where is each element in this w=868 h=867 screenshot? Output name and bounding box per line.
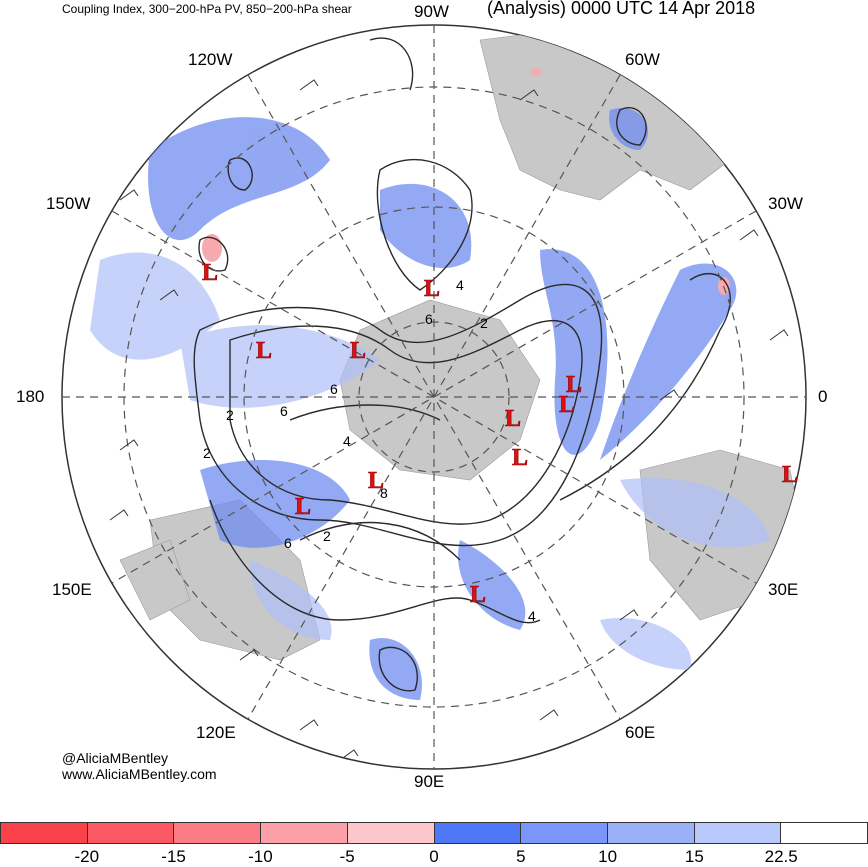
low-marker: L: [782, 462, 798, 488]
contour-label: 2: [323, 528, 331, 544]
lon-label-left: 180: [16, 387, 45, 406]
colorbar-tick-label: -20: [74, 847, 100, 866]
low-marker: L: [368, 468, 384, 494]
lon-label-right: 0: [818, 387, 828, 406]
colorbar-segment: [434, 823, 522, 843]
low-marker: L: [512, 445, 528, 471]
lon-label-top-left: 120W: [188, 50, 233, 69]
colorbar: [0, 822, 868, 844]
low-marker: L: [559, 392, 575, 418]
contour-label: 2: [226, 407, 234, 423]
contour-label: 4: [343, 433, 351, 449]
contour-label: 6: [280, 403, 288, 419]
contour-label: 6: [330, 381, 338, 397]
colorbar-segment: [521, 823, 608, 843]
lon-label-bottom-right: 60E: [625, 723, 656, 742]
lon-label-bottom-left: 120E: [196, 723, 236, 742]
contour-label: 6: [284, 535, 292, 551]
colorbar-segment: [694, 823, 782, 843]
lon-label-lower-left: 150E: [52, 580, 92, 599]
colorbar-tick-label: 10: [598, 847, 618, 866]
contour-label: 8: [380, 485, 388, 501]
low-marker: L: [424, 276, 440, 302]
low-marker: L: [202, 260, 218, 286]
credit-website: www.AliciaMBentley.com: [62, 766, 217, 782]
contour-label-group: 4 6 2 6 6 2 4 2 8 6 2 4: [203, 277, 536, 624]
contour-label: 2: [203, 445, 211, 461]
map-title: Coupling Index, 300−200-hPa PV, 850−200-…: [62, 2, 352, 16]
lon-label-top: 90W: [414, 2, 449, 21]
contour-label: 4: [456, 277, 464, 293]
lon-label-lower-right: 30E: [768, 580, 799, 599]
colorbar-tick-label: -5: [339, 847, 355, 866]
colorbar-segment: [87, 823, 175, 843]
low-marker: L: [256, 338, 272, 364]
colorbar-segment: [781, 823, 868, 843]
field-blue: [148, 108, 737, 700]
map-layers: 4 6 2 6 6 2 4 2 8 6 2 4 L L L L L L L L …: [62, 25, 806, 769]
colorbar-tick-label: -10: [248, 847, 273, 866]
low-marker: L: [350, 338, 366, 364]
colorbar-tick-label: -15: [161, 847, 186, 866]
colorbar-tick-label: 0: [429, 847, 439, 866]
map-valid-time: (Analysis) 0000 UTC 14 Apr 2018: [487, 0, 756, 18]
colorbar-tick-label: 15: [684, 847, 704, 866]
low-marker: L: [505, 406, 521, 432]
colorbar-segment: [1, 823, 88, 843]
low-marker-group: L L L L L L L L L L L: [202, 260, 583, 609]
pv-contours: [193, 37, 731, 692]
lon-label-upper-right: 30W: [768, 194, 803, 213]
low-marker: L: [566, 372, 582, 398]
lon-label-bottom: 90E: [414, 772, 445, 791]
colorbar-segment: [261, 823, 348, 843]
lon-label-top-right: 60W: [625, 50, 660, 69]
lon-label-upper-left: 150W: [46, 194, 91, 213]
colorbar-segment: [174, 823, 262, 843]
colorbar-segment: [347, 823, 435, 843]
contour-label: 6: [425, 311, 433, 327]
colorbar-segment: [607, 823, 695, 843]
contour-label: 4: [528, 608, 536, 624]
colorbar-tick-label: 22.5: [764, 847, 798, 866]
polar-map: 4 6 2 6 6 2 4 2 8 6 2 4 L L L L L L L L …: [61, 24, 807, 770]
low-marker: L: [295, 494, 311, 520]
contour-label: 2: [480, 315, 488, 331]
credit-twitter: @AliciaMBentley: [62, 750, 169, 766]
field-red: [202, 68, 730, 295]
low-marker: L: [470, 582, 486, 608]
grid-lines: [62, 25, 806, 769]
colorbar-tick-label: 5: [516, 847, 526, 866]
